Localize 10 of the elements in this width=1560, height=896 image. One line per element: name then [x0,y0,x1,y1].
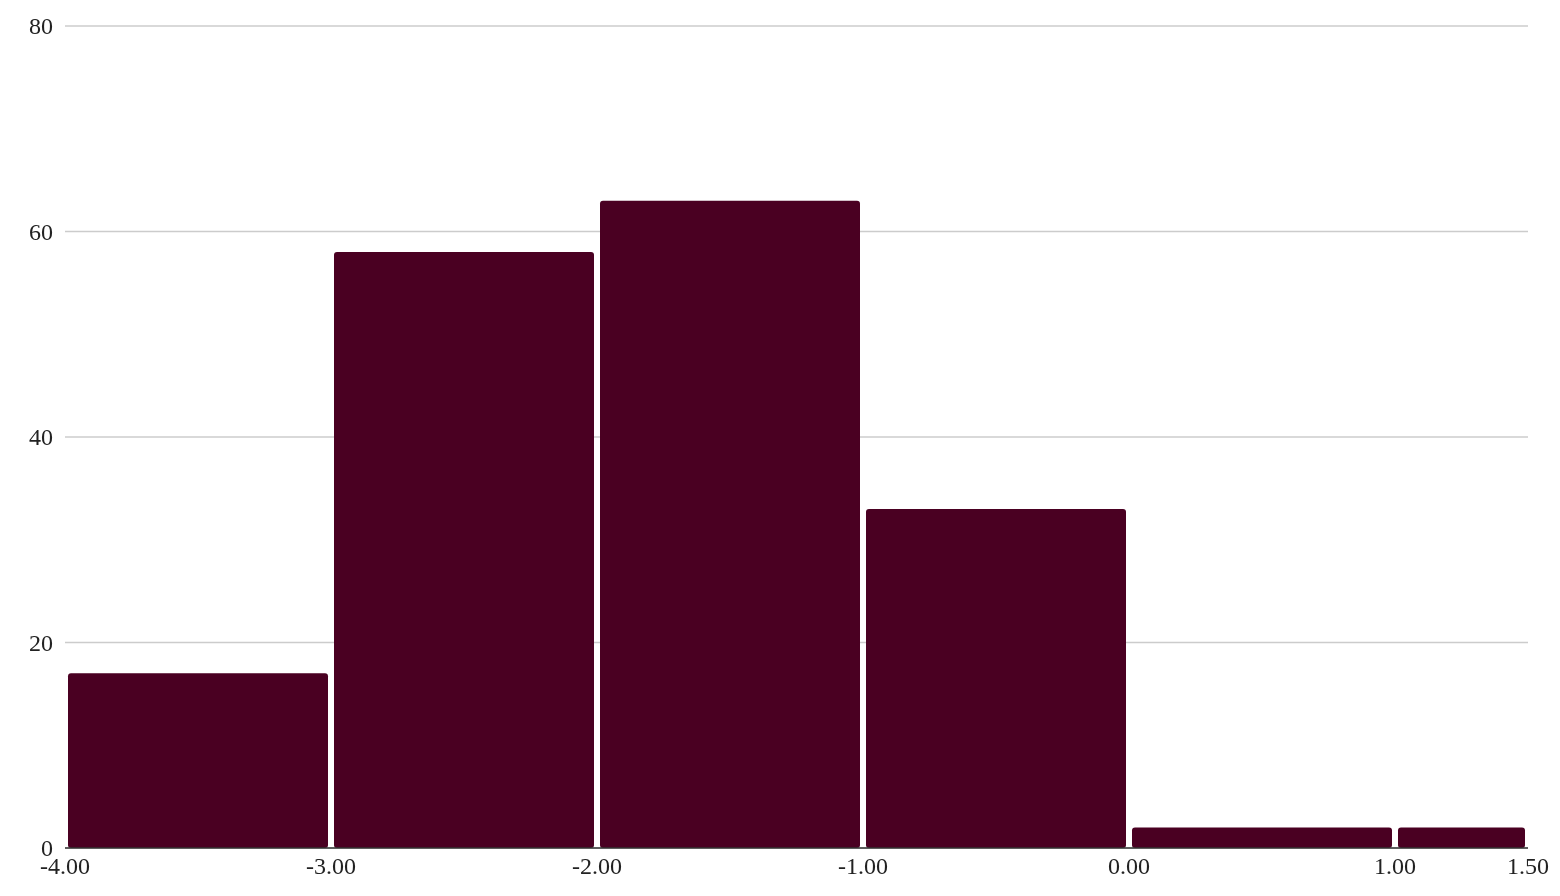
y-tick-label: 80 [29,13,53,40]
x-tick-label: -2.00 [572,853,622,879]
y-tick-label: 20 [29,629,53,656]
y-tick-label: 60 [29,218,53,245]
x-tick-label: -3.00 [306,853,356,879]
x-tick-label: 0.00 [1108,853,1150,879]
x-tick-label: 1.00 [1374,853,1416,879]
y-tick-label: 40 [29,424,53,451]
x-tick-label: -1.00 [838,853,888,879]
x-tick-label: 1.50 [1507,853,1549,879]
